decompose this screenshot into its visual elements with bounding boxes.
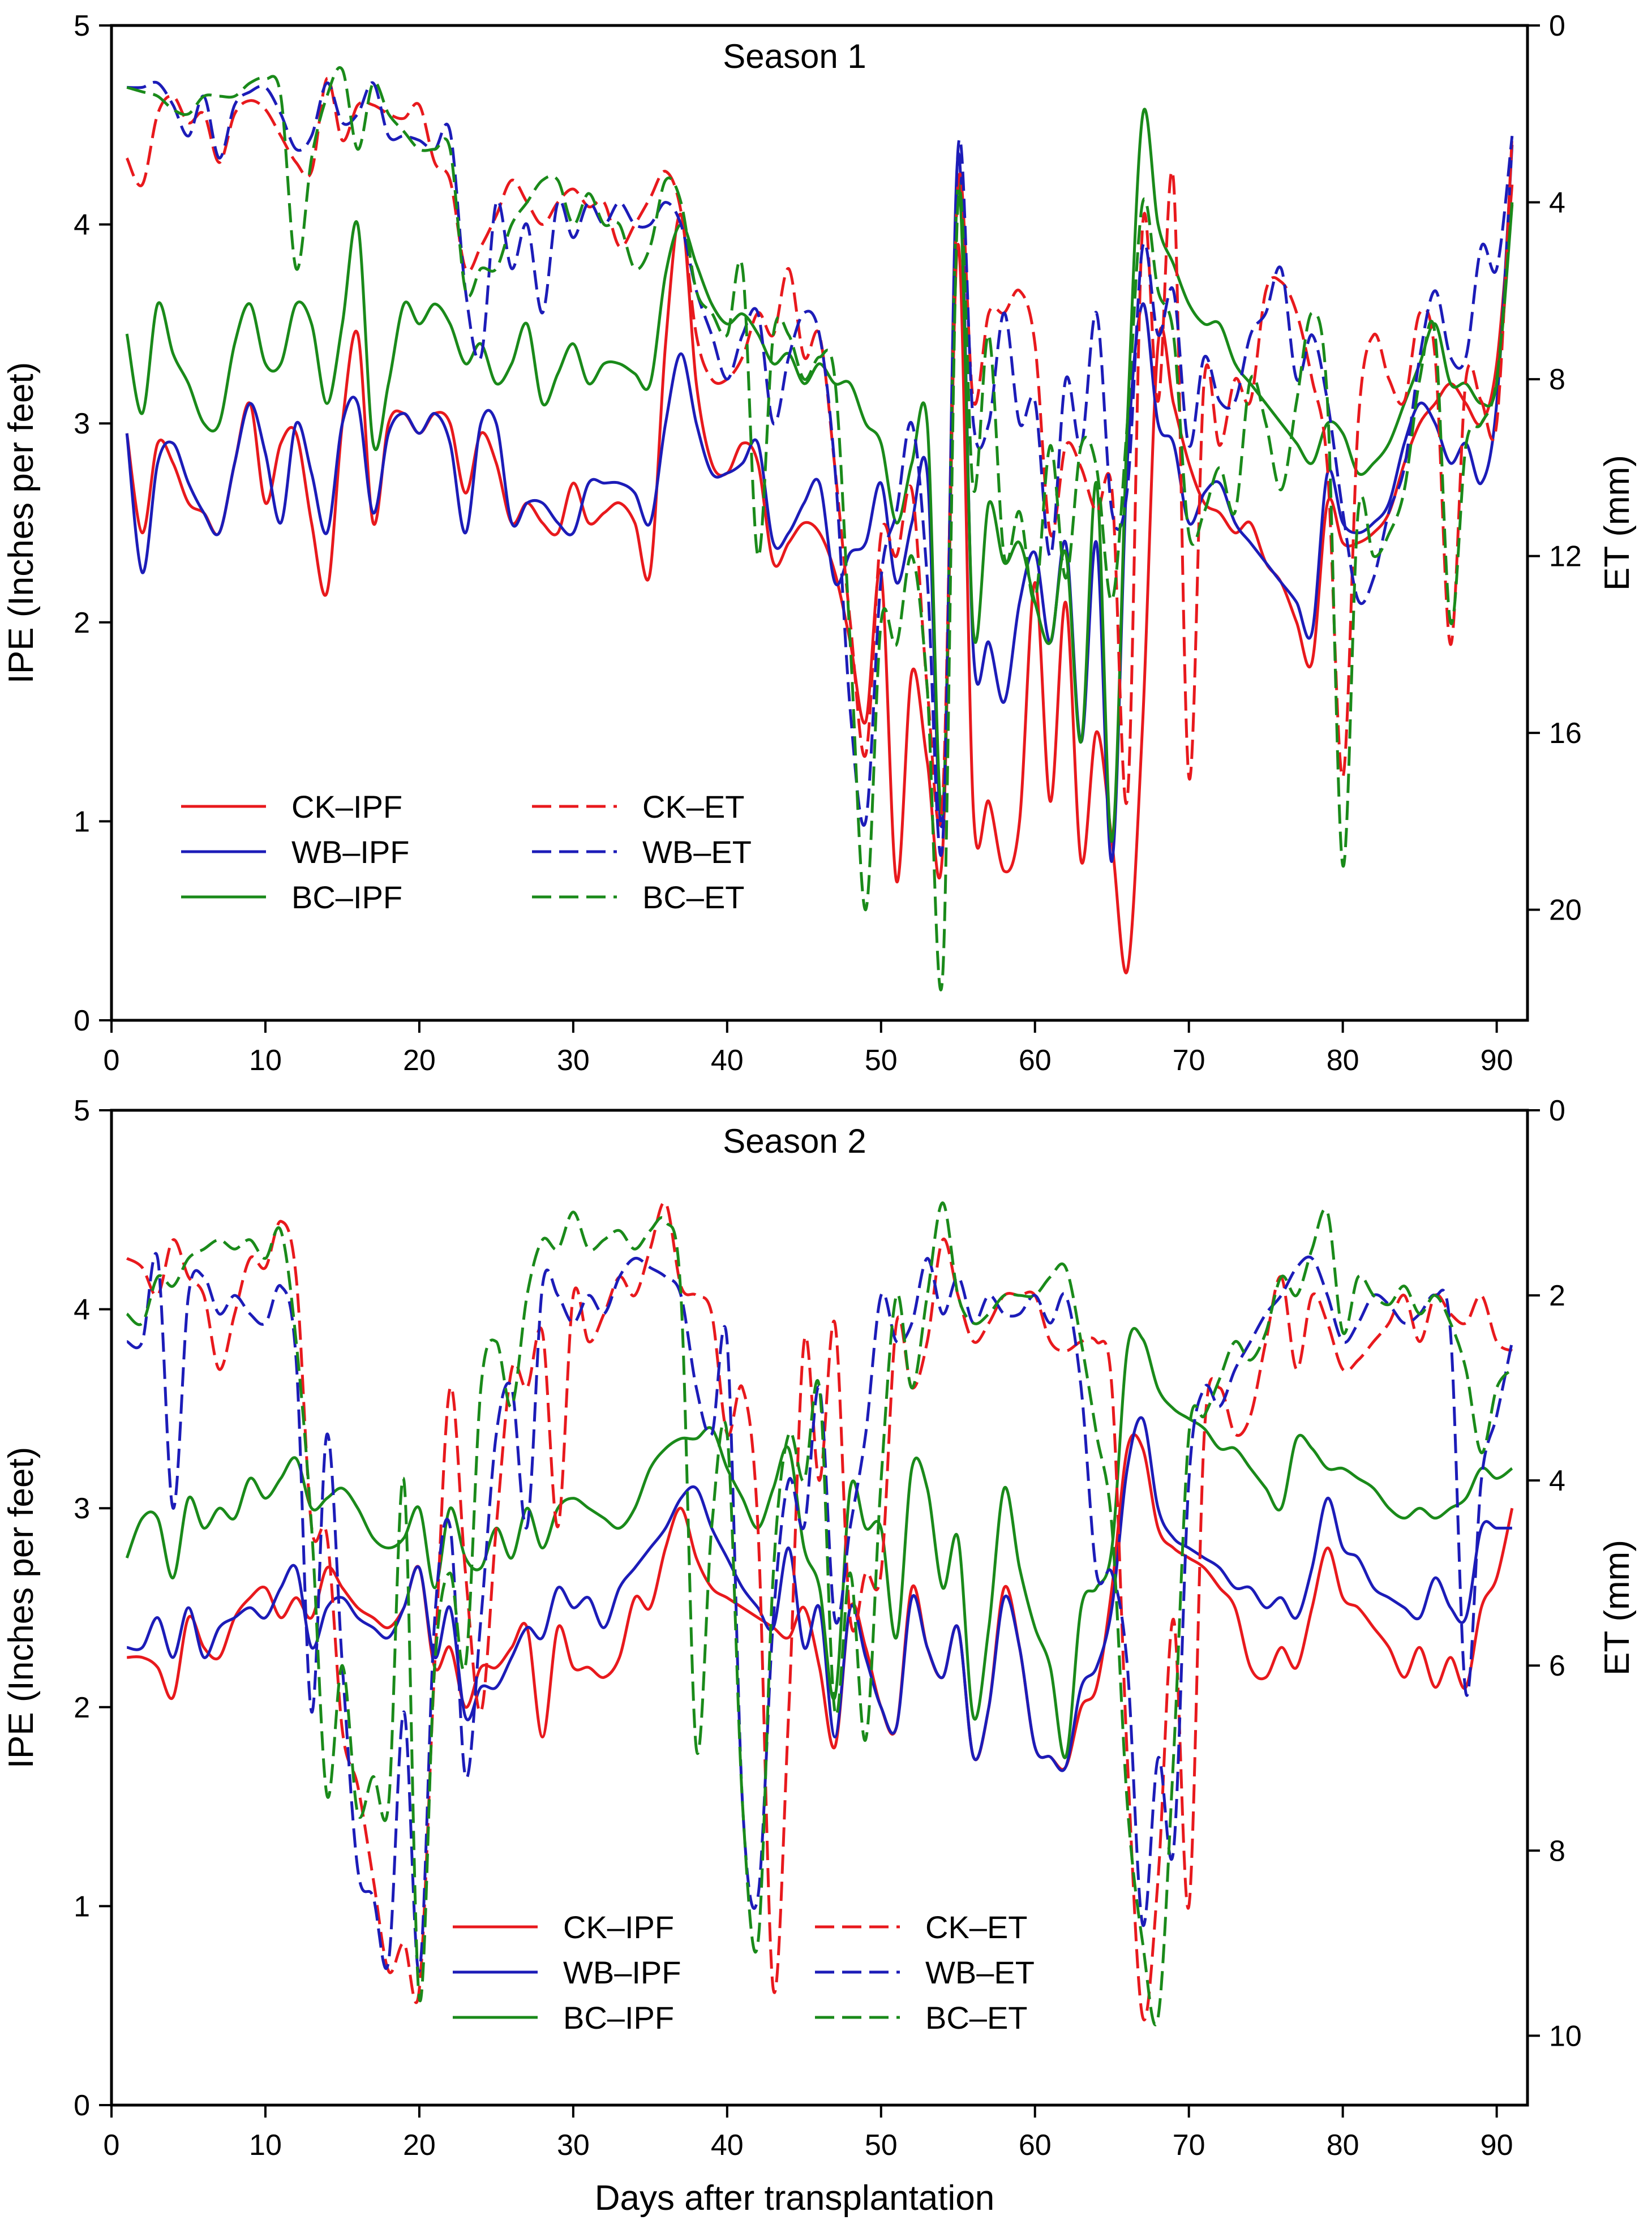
y-tick-label: 5 [74, 10, 90, 42]
series-line-bc-ipf [125, 1326, 1513, 1759]
series-line-wb-et [126, 1252, 1514, 1973]
chart-panel-season-1: Season 1 IPE (Inches per feet) ET (mm) 0… [2, 10, 1637, 1077]
x-axis-label: Days after transplantation [595, 2179, 995, 2218]
legend-label-ck-ipf: CK–IPF [291, 789, 402, 825]
x-tick-label: 80 [1327, 1044, 1359, 1077]
x-tick-label: 70 [1173, 2129, 1205, 2162]
x-tick-label: 30 [557, 2129, 590, 2162]
y2-tick-label: 4 [1549, 1465, 1565, 1497]
y2-tick-label: 8 [1549, 363, 1565, 396]
series-layer [125, 66, 1514, 991]
plot-frame [110, 1109, 1529, 2107]
x-tick-label: 0 [104, 1044, 120, 1077]
x-tick-label: 20 [403, 2129, 436, 2162]
y-tick-label: 0 [74, 2089, 90, 2122]
chart-title: Season 2 [723, 1122, 866, 1160]
y-tick-label: 1 [74, 805, 90, 838]
x-tick-label: 40 [711, 2129, 744, 2162]
x-tick-label: 60 [1019, 2129, 1052, 2162]
y2-tick-label: 0 [1549, 10, 1565, 42]
y2-tick-label: 8 [1549, 1835, 1565, 1867]
y-tick-label: 0 [74, 1004, 90, 1037]
x-tick-label: 70 [1173, 1044, 1205, 1077]
y-axis-ticks: 0 1 2 3 4 5 [74, 10, 111, 1037]
y-tick-label: 1 [74, 1890, 90, 1923]
x-tick-label: 60 [1019, 1044, 1052, 1077]
chart-title: Season 1 [723, 37, 866, 75]
x-tick-label: 40 [711, 1044, 744, 1077]
x-tick-label: 90 [1481, 2129, 1513, 2162]
legend-label-wb-ipf: WB–IPF [291, 834, 409, 870]
y-axis-label: IPE (Inches per feet) [2, 362, 41, 684]
legend: CK–IPF CK–ET WB–IPF WB–ET BC–IPF BC–ET [453, 1909, 1035, 2036]
y2-tick-label: 10 [1549, 2020, 1582, 2052]
plot-frame [110, 24, 1529, 1022]
x-tick-label: 30 [557, 1044, 590, 1077]
y-axis-ticks: 0 1 2 3 4 5 [74, 1094, 111, 2122]
y-axis-label: IPE (Inches per feet) [2, 1447, 41, 1769]
y2-tick-label: 16 [1549, 717, 1582, 750]
legend-label-ck-et: CK–ET [642, 789, 745, 825]
legend-label-wb-et: WB–ET [642, 834, 752, 870]
y2-tick-label: 20 [1549, 894, 1582, 927]
series-line-wb-ipf [125, 144, 1514, 863]
y2-tick-label: 12 [1549, 540, 1582, 573]
y-tick-label: 4 [74, 1294, 90, 1326]
series-line-bc-et [126, 1201, 1513, 2026]
legend-label-ck-et: CK–ET [925, 1909, 1028, 1945]
y2-axis-ticks: 0 4 8 12 16 20 [1527, 10, 1582, 927]
legend-label-wb-ipf: WB–IPF [563, 1955, 681, 1990]
legend-label-bc-ipf: BC–IPF [291, 879, 402, 915]
x-tick-label: 50 [865, 2129, 898, 2162]
y2-tick-label: 6 [1549, 1650, 1565, 1682]
y2-tick-label: 4 [1549, 187, 1565, 220]
y-tick-label: 4 [74, 209, 90, 242]
y-tick-label: 2 [74, 607, 90, 639]
x-tick-label: 20 [403, 1044, 436, 1077]
legend-label-bc-et: BC–ET [925, 2000, 1028, 2036]
legend-label-wb-et: WB–ET [925, 1955, 1035, 1990]
series-layer [125, 1200, 1514, 2026]
y2-axis-label: ET (mm) [1598, 455, 1637, 591]
series-line-bc-ipf [125, 108, 1514, 843]
legend-label-ck-ipf: CK–IPF [563, 1909, 674, 1945]
x-tick-label: 50 [865, 1044, 898, 1077]
y-tick-label: 3 [74, 407, 90, 440]
series-line-ck-et [126, 1200, 1513, 2021]
y2-axis-label: ET (mm) [1598, 1540, 1637, 1676]
y2-axis-ticks: 0 2 4 6 8 10 [1527, 1094, 1582, 2052]
legend: CK–IPF CK–ET WB–IPF WB–ET BC–IPF BC–ET [181, 789, 752, 915]
series-line-wb-ipf [126, 1416, 1512, 1772]
y2-tick-label: 2 [1549, 1279, 1565, 1312]
x-tick-label: 10 [249, 1044, 282, 1077]
y-tick-label: 3 [74, 1492, 90, 1525]
legend-label-bc-ipf: BC–IPF [563, 2000, 674, 2036]
x-tick-label: 90 [1481, 1044, 1513, 1077]
series-line-bc-et [126, 66, 1514, 991]
x-tick-label: 10 [249, 2129, 282, 2162]
x-tick-label: 80 [1327, 2129, 1359, 2162]
x-tick-label: 0 [104, 2129, 120, 2162]
series-line-ck-ipf [125, 184, 1514, 974]
x-axis-ticks: 0 10 20 30 40 50 60 70 80 90 [104, 1020, 1513, 1077]
chart-panel-season-2: Season 2 IPE (Inches per feet) ET (mm) 0… [2, 1094, 1637, 2162]
y2-tick-label: 0 [1549, 1094, 1565, 1127]
legend-label-bc-et: BC–ET [642, 879, 745, 915]
y-tick-label: 5 [74, 1094, 90, 1127]
x-axis-ticks: 0 10 20 30 40 50 60 70 80 90 [104, 2105, 1513, 2162]
y-tick-label: 2 [74, 1691, 90, 1724]
